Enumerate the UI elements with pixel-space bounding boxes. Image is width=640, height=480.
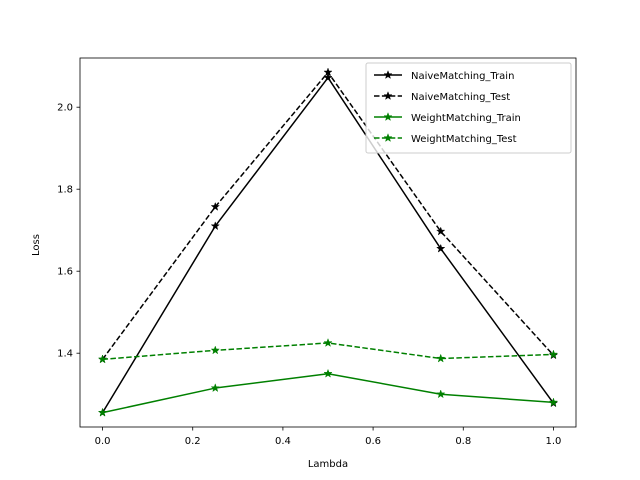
series-WeightMatching_Train — [97, 368, 559, 417]
legend-marker — [383, 70, 393, 80]
x-axis: 0.0 0.2 0.4 0.6 0.8 1.0 — [95, 427, 562, 447]
y-tick-label: 2.0 — [57, 103, 73, 114]
data-point — [210, 345, 220, 355]
data-point — [323, 67, 333, 77]
x-axis-label: Lambda — [308, 459, 348, 470]
data-point — [97, 354, 108, 364]
data-point — [548, 397, 559, 407]
y-axis-label: Loss — [31, 234, 42, 256]
legend-label: NaiveMatching_Train — [411, 71, 514, 82]
legend-marker — [383, 91, 393, 101]
plot-area — [79, 57, 577, 428]
x-tick-label: 0.0 — [95, 436, 111, 447]
legend: NaiveMatching_Train NaiveMatching_Test Wei… — [365, 62, 572, 154]
legend-marker — [383, 133, 393, 143]
data-point — [436, 243, 446, 253]
series-WeightMatching_Test — [97, 337, 559, 364]
y-axis: 1.4 1.6 1.8 2.0 — [57, 103, 80, 360]
data-point — [436, 226, 446, 236]
legend-entry: NaiveMatching_Test — [374, 91, 510, 103]
legend-box — [365, 62, 572, 154]
legend-entry: NaiveMatching_Train — [374, 70, 514, 82]
data-point — [210, 383, 220, 393]
data-point — [210, 221, 220, 231]
legend-label: WeightMatching_Train — [411, 113, 521, 124]
data-point — [548, 349, 559, 359]
x-tick-label: 0.4 — [275, 436, 291, 447]
legend-label: WeightMatching_Test — [411, 134, 517, 145]
axes-frame — [79, 57, 577, 428]
x-tick-label: 1.0 — [546, 436, 562, 447]
data-point — [323, 368, 333, 378]
legend-marker — [383, 112, 393, 122]
x-tick-label: 0.2 — [185, 436, 201, 447]
y-tick-label: 1.4 — [57, 349, 73, 360]
data-point — [210, 201, 220, 211]
data-point — [323, 337, 333, 347]
x-tick-label: 0.8 — [455, 436, 471, 447]
y-tick-label: 1.6 — [57, 267, 73, 278]
y-tick-label: 1.8 — [57, 185, 73, 196]
legend-entry: WeightMatching_Test — [374, 133, 517, 145]
data-point — [97, 407, 108, 417]
data-point — [436, 389, 446, 399]
data-point — [436, 353, 446, 363]
legend-label: NaiveMatching_Test — [411, 92, 510, 103]
x-tick-label: 0.6 — [365, 436, 381, 447]
legend-entry: WeightMatching_Train — [374, 112, 521, 124]
